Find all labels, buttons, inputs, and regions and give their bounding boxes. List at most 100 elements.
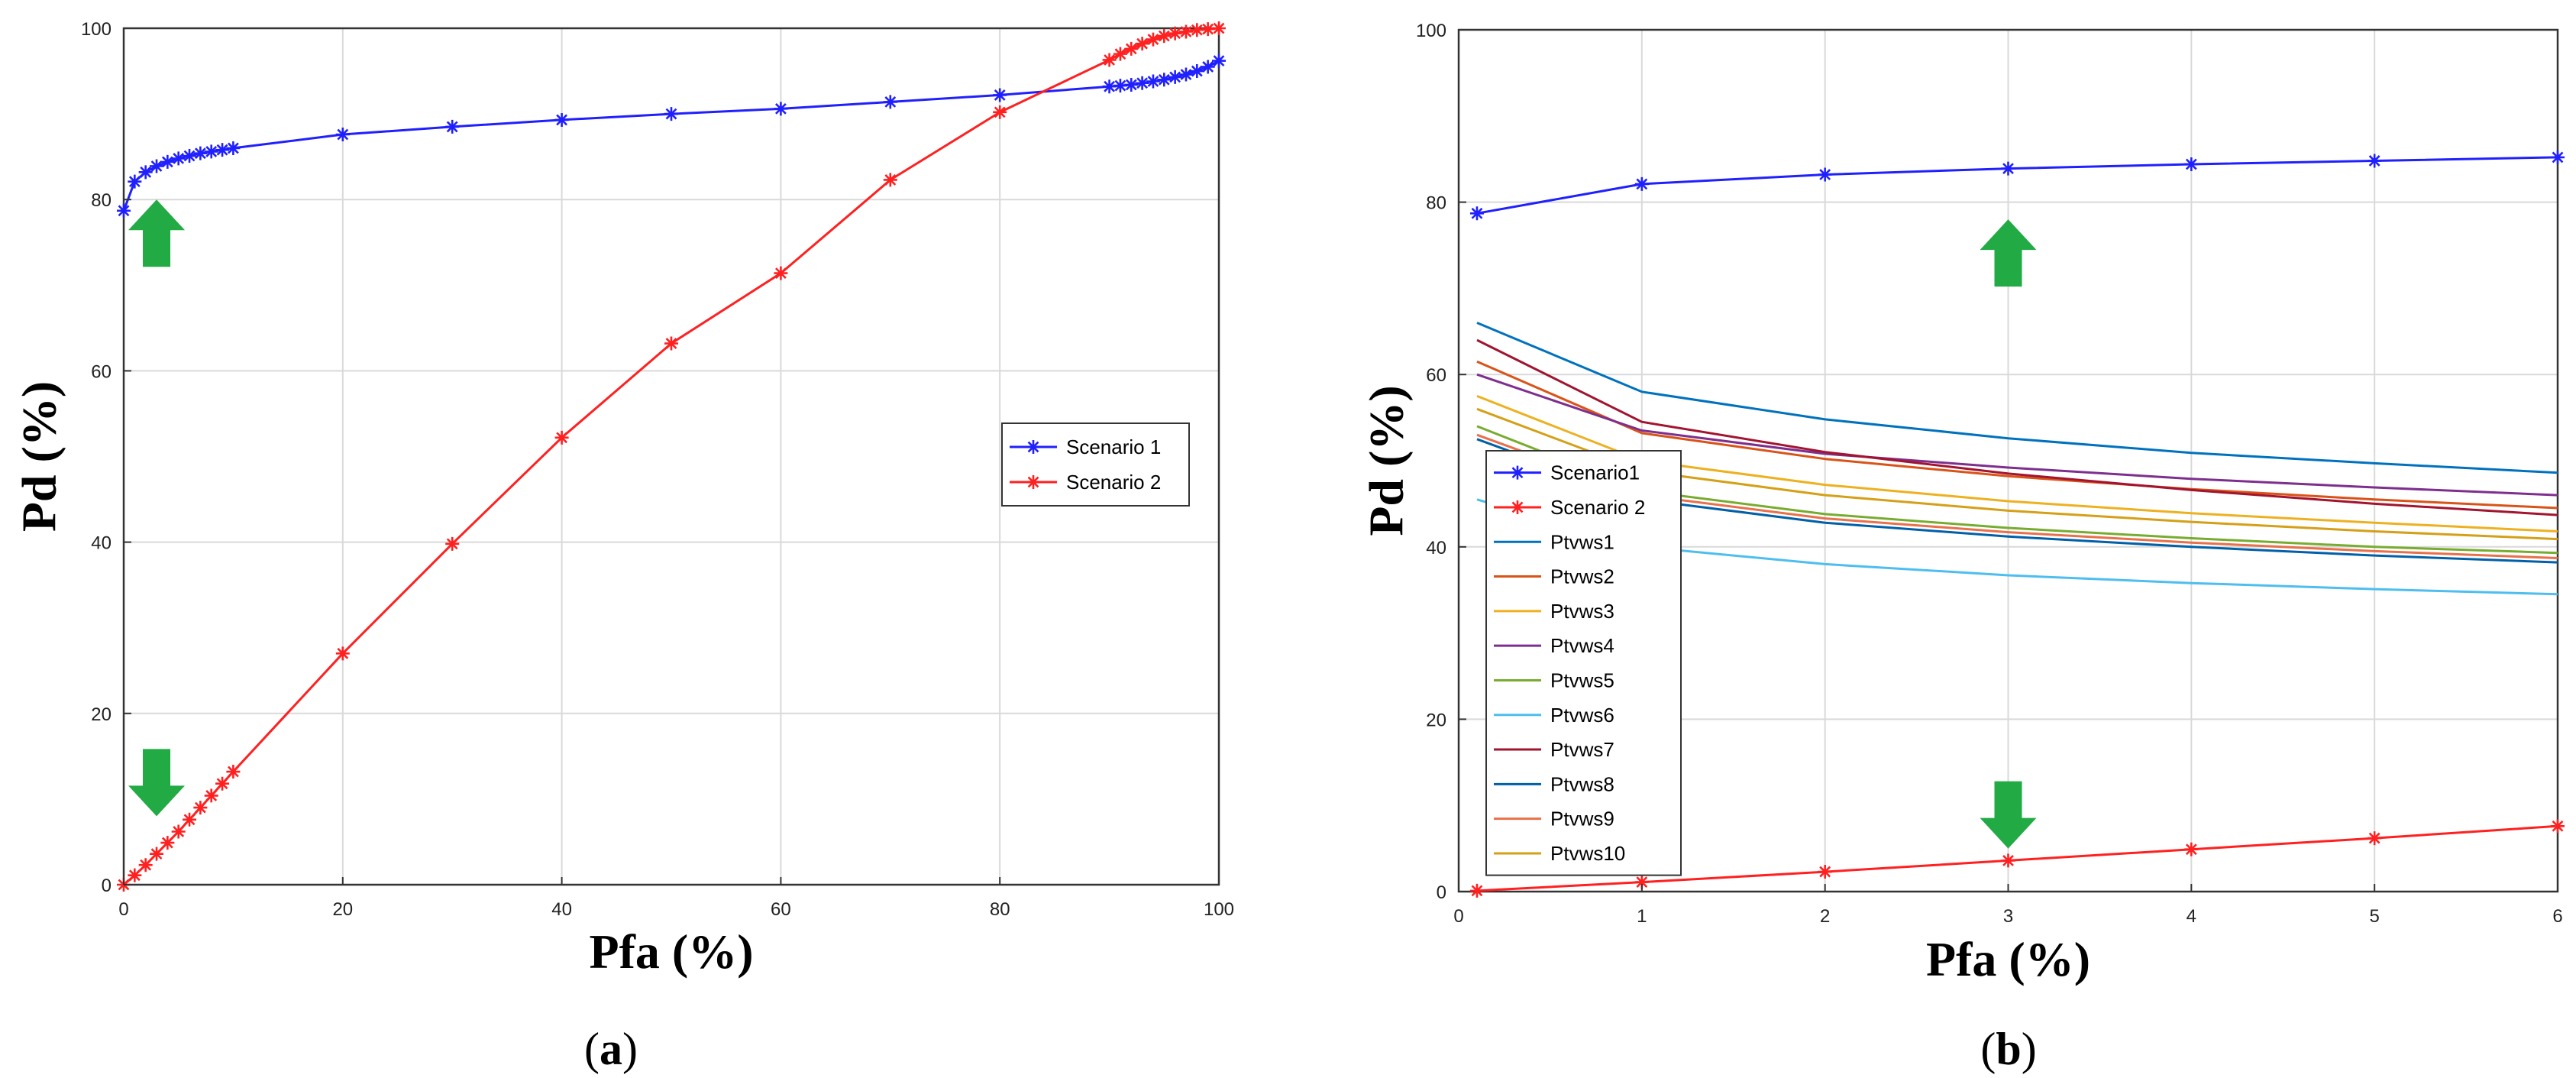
panel-a-caption-letter: a	[600, 1024, 622, 1074]
panel-a-point-scenario-2	[1178, 24, 1193, 39]
panel-b-legend-label-ptvws10: Ptvws10	[1550, 842, 1625, 865]
panel-b-legend-label-ptvws4: Ptvws4	[1550, 634, 1614, 657]
panel-a-point-scenario-2	[774, 266, 788, 280]
panel-b-series-line-ptvws7	[1476, 338, 2558, 516]
panel-a-point-scenario-2	[193, 801, 208, 815]
panel-a-point-scenario-2	[128, 868, 142, 882]
panel-a-point-scenario-1	[1135, 76, 1149, 90]
panel-a-point-scenario-1	[183, 149, 197, 163]
panel-b-legend-label-ptvws1: Ptvws1	[1550, 530, 1614, 553]
panel-a-point-scenario-1	[138, 165, 153, 180]
panel-a-point-scenario-2	[1168, 26, 1182, 40]
panel-b-x-tick-label: 1	[1637, 906, 1647, 927]
panel-b-x-tick-label: 0	[1453, 906, 1463, 927]
panel-b-series-line-ptvws1	[1476, 322, 2558, 474]
panel-a-point-scenario-2	[160, 836, 175, 850]
panel-a-point-scenario-2	[150, 847, 164, 861]
panel-a-legend: Scenario 1 Scenario 2	[1001, 422, 1190, 507]
panel-a-point-scenario-1	[117, 203, 131, 218]
panel-a-point-scenario-1	[160, 154, 175, 169]
panel-b-point-scenario-2	[1634, 875, 1649, 889]
panel-b-point-scenario1	[1469, 206, 1484, 221]
panel-b-legend-marker-scenario-2	[1511, 500, 1524, 514]
panel-b-x-axis-label: Pfa (%)	[1926, 932, 2090, 986]
panel-a-point-scenario-2	[335, 646, 350, 661]
panel-a-x-tick-label: 20	[332, 899, 353, 920]
panel-b-point-scenario-2	[2551, 819, 2565, 834]
panel-a-legend-marker-scenario-2	[1026, 475, 1040, 489]
panel-b-y-tick-label: 60	[1426, 365, 1446, 386]
panel-a-point-scenario-2	[226, 765, 241, 779]
panel-b-x-tick-label: 2	[1820, 906, 1830, 927]
panel-a-point-scenario-1	[150, 159, 164, 173]
panel-a-point-scenario-1	[1212, 53, 1226, 68]
panel-a-point-scenario-1	[335, 128, 350, 142]
panel-b-legend-label-ptvws8: Ptvws8	[1550, 772, 1614, 795]
panel-b-series-line-ptvws4	[1476, 373, 2558, 497]
panel-a-x-axis-label: Pfa (%)	[589, 924, 753, 979]
panel-a-point-scenario-1	[1157, 73, 1172, 87]
panel-a-point-scenario-2	[1201, 22, 1215, 37]
panel-a-point-scenario-2	[1146, 32, 1160, 47]
panel-a-point-scenario-1	[1113, 79, 1127, 93]
panel-b-point-scenario1	[1634, 176, 1649, 191]
panel-a-point-scenario-1	[215, 143, 230, 157]
panel-a-point-scenario-2	[1124, 41, 1139, 56]
panel-a-x-tick-label: 40	[551, 899, 572, 920]
panel-a-y-tick-label: 0	[102, 876, 112, 896]
panel-a-legend-box	[1001, 422, 1190, 507]
panel-a-plot-frame	[122, 27, 1220, 886]
panel-b-point-scenario-2	[2368, 831, 2382, 846]
panel-a-point-scenario-1	[1190, 64, 1204, 79]
panel-a-point-scenario-1	[993, 88, 1007, 102]
panel-a-point-scenario-1	[1124, 77, 1139, 92]
panel-b-arrow-up-marker	[1980, 219, 2037, 287]
panel-b-legend-label-ptvws6: Ptvws6	[1550, 704, 1614, 727]
panel-a-legend-marker-scenario-1	[1026, 440, 1040, 454]
panel-b-y-tick-label: 100	[1416, 21, 1446, 41]
panel-a-y-tick-label: 80	[91, 190, 112, 211]
panel-a-point-scenario-2	[1212, 21, 1226, 35]
panel-a-point-scenario-1	[171, 151, 186, 166]
panel-b-x-tick-label: 5	[2369, 906, 2379, 927]
panel-a-caption: (a)	[584, 1024, 638, 1074]
panel-b-legend-label-ptvws5: Ptvws5	[1550, 668, 1614, 691]
panel-a-x-tick-label: 60	[771, 899, 791, 920]
panel-b-legend-label-ptvws7: Ptvws7	[1550, 738, 1614, 761]
panel-b-annotations	[1980, 219, 2037, 849]
panel-b-caption: (b)	[1980, 1024, 2036, 1074]
panel-b-series-line-scenario1	[1476, 156, 2558, 215]
panel-b-point-scenario-2	[1469, 883, 1484, 898]
panel-a-y-tick-label: 40	[91, 533, 112, 554]
panel-a-point-scenario-2	[215, 776, 230, 791]
panel-b-x-tick-label: 6	[2552, 906, 2562, 927]
panel-b-point-scenario1	[2184, 157, 2199, 171]
panel-a-point-scenario-1	[1146, 74, 1160, 89]
panel-a-point-scenario-1	[204, 144, 218, 159]
panel-b-point-scenario1	[2551, 150, 2565, 164]
panel-b-legend-marker-scenario1	[1511, 465, 1524, 480]
panel-b-x-tick-label: 4	[2187, 906, 2196, 927]
panel-a-x-tick-label: 80	[990, 899, 1010, 920]
panel-a-point-scenario-1	[128, 174, 142, 189]
panel-b-point-scenario-2	[2184, 842, 2199, 856]
panel-a-point-scenario-1	[193, 146, 208, 160]
panel-a-point-scenario-1	[554, 112, 569, 127]
panel-a-x-tick-label: 0	[118, 899, 128, 920]
panel-b-series-line-ptvws2	[1476, 360, 2558, 510]
panel-a-point-scenario-1	[226, 141, 241, 155]
panel-a-point-scenario-1	[1102, 79, 1117, 94]
panel-b-legend-box	[1485, 450, 1682, 876]
panel-a-legend-label-scenario-1: Scenario 1	[1066, 435, 1161, 458]
panel-a-point-scenario-1	[1178, 67, 1193, 82]
panel-b-legend: Scenario1 Scenario 2 Ptvws1 Ptvws2 Ptvws3 Ptv…	[1485, 450, 1682, 876]
panel-a-point-scenario-1	[1201, 60, 1215, 74]
panel-b-arrow-down-marker	[1980, 781, 2037, 849]
panel-a-point-scenario-2	[1135, 37, 1149, 51]
panel-a-point-scenario-2	[1157, 29, 1172, 44]
panel-b-point-scenario1	[1818, 167, 1832, 182]
panel-a-point-scenario-2	[1113, 47, 1127, 61]
